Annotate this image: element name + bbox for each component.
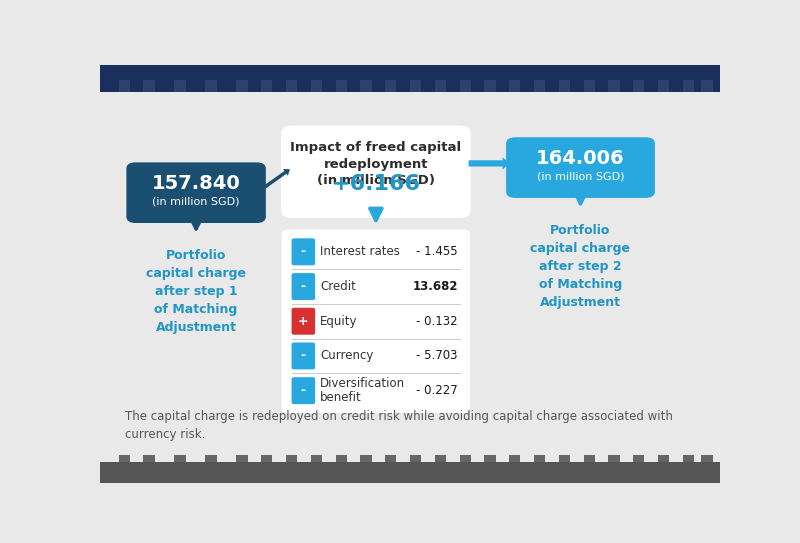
Bar	[100, 463, 720, 483]
Bar	[510, 80, 520, 92]
Bar	[608, 455, 619, 463]
Text: 13.682: 13.682	[412, 280, 458, 293]
Bar	[485, 80, 495, 92]
Bar	[485, 455, 495, 463]
Text: - 5.703: - 5.703	[416, 350, 458, 363]
Bar	[143, 80, 154, 92]
Bar	[634, 455, 644, 463]
Bar	[286, 455, 297, 463]
Bar	[237, 455, 247, 463]
Bar	[262, 80, 272, 92]
Text: 157.840: 157.840	[152, 174, 241, 193]
Bar	[584, 80, 594, 92]
FancyBboxPatch shape	[291, 238, 315, 266]
Bar	[702, 455, 713, 463]
Text: 164.006: 164.006	[536, 149, 625, 168]
Text: - 0.227: - 0.227	[416, 384, 458, 397]
Bar	[174, 455, 186, 463]
Bar	[459, 80, 470, 92]
Bar	[237, 80, 247, 92]
Bar	[435, 80, 446, 92]
FancyBboxPatch shape	[281, 125, 470, 218]
Text: -: -	[301, 350, 306, 363]
Bar	[100, 65, 720, 92]
Bar	[143, 455, 154, 463]
Bar	[386, 455, 396, 463]
Bar	[702, 80, 713, 92]
Text: Diversification
benefit: Diversification benefit	[320, 377, 406, 405]
Text: (in million SGD): (in million SGD)	[537, 172, 624, 182]
Bar	[206, 80, 217, 92]
Bar	[310, 80, 322, 92]
Bar	[118, 455, 130, 463]
Text: Currency: Currency	[320, 350, 374, 363]
Bar	[682, 455, 694, 463]
Bar	[262, 455, 272, 463]
Text: Impact of freed capital
redeployment
(in million SGD): Impact of freed capital redeployment (in…	[290, 142, 462, 187]
Bar	[174, 80, 186, 92]
Bar	[558, 80, 570, 92]
Text: -: -	[301, 280, 306, 293]
Bar	[558, 455, 570, 463]
Bar	[386, 80, 396, 92]
Text: +6.166: +6.166	[331, 174, 421, 194]
FancyBboxPatch shape	[291, 273, 315, 300]
Bar	[608, 80, 619, 92]
Bar	[206, 455, 217, 463]
Bar	[459, 455, 470, 463]
Text: Portfolio
capital charge
after step 1
of Matching
Adjustment: Portfolio capital charge after step 1 of…	[146, 249, 246, 334]
Bar	[510, 455, 520, 463]
Text: - 0.132: - 0.132	[416, 315, 458, 328]
Text: +: +	[298, 315, 309, 328]
Text: (in million SGD): (in million SGD)	[152, 197, 240, 207]
FancyBboxPatch shape	[506, 137, 655, 198]
Bar	[410, 80, 421, 92]
Text: -: -	[301, 384, 306, 397]
Bar	[118, 80, 130, 92]
Text: Portfolio
capital charge
after step 2
of Matching
Adjustment: Portfolio capital charge after step 2 of…	[530, 224, 630, 309]
Bar	[682, 80, 694, 92]
Bar	[286, 80, 297, 92]
Bar	[336, 80, 346, 92]
FancyBboxPatch shape	[126, 162, 266, 223]
Bar	[634, 80, 644, 92]
Text: -: -	[301, 245, 306, 258]
FancyBboxPatch shape	[291, 343, 315, 369]
Bar	[534, 455, 545, 463]
Bar	[435, 455, 446, 463]
FancyBboxPatch shape	[291, 377, 315, 404]
FancyBboxPatch shape	[282, 230, 470, 413]
Bar	[534, 80, 545, 92]
Bar	[310, 455, 322, 463]
Bar	[360, 80, 371, 92]
Bar	[360, 455, 371, 463]
Bar	[410, 455, 421, 463]
Bar	[584, 455, 594, 463]
Text: - 1.455: - 1.455	[416, 245, 458, 258]
Text: Interest rates: Interest rates	[320, 245, 400, 258]
Bar	[658, 80, 669, 92]
Text: The capital charge is redeployed on credit risk while avoiding capital charge as: The capital charge is redeployed on cred…	[125, 410, 673, 441]
Text: Credit: Credit	[320, 280, 356, 293]
Text: Equity: Equity	[320, 315, 358, 328]
Bar	[658, 455, 669, 463]
FancyBboxPatch shape	[291, 308, 315, 334]
Bar	[336, 455, 346, 463]
